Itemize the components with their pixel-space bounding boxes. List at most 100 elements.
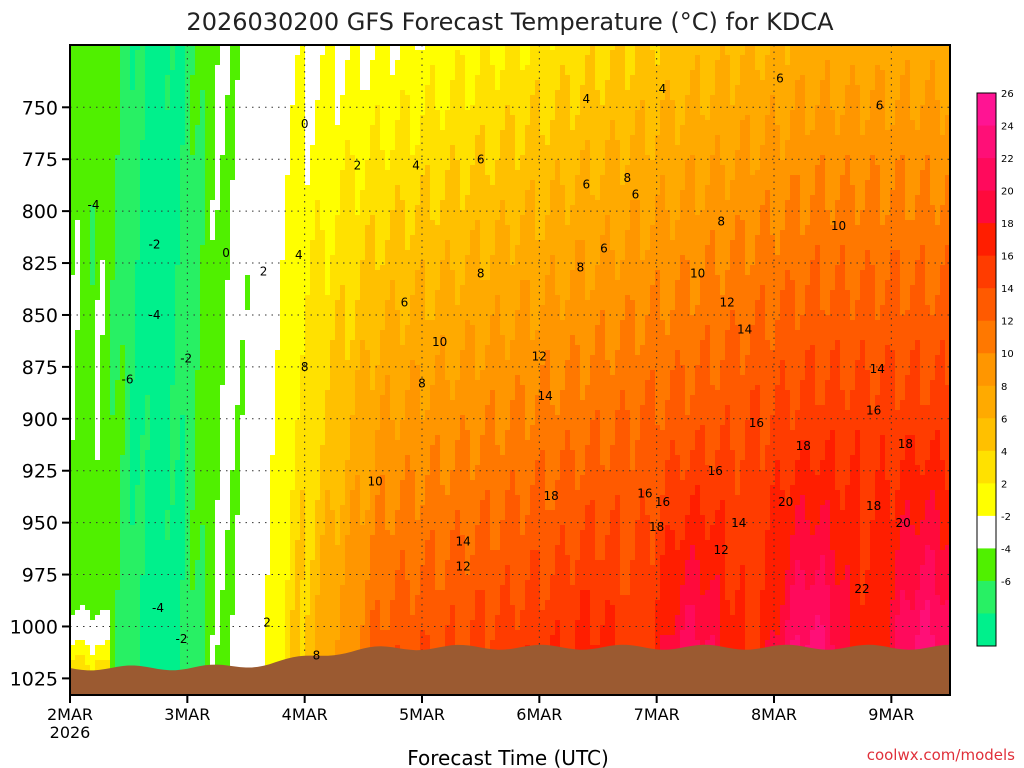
contour-label: 12 bbox=[532, 350, 547, 364]
colorbar-swatch bbox=[977, 93, 996, 127]
y-tick-label: 775 bbox=[22, 149, 58, 171]
colorbar-label: 20 bbox=[1001, 187, 1014, 198]
contour-label: 10 bbox=[690, 267, 705, 281]
contour-label: 18 bbox=[796, 439, 811, 453]
y-tick-label: 825 bbox=[22, 253, 58, 275]
y-tick-label: 875 bbox=[22, 357, 58, 379]
contour-label: 16 bbox=[655, 495, 670, 509]
contour-label: 20 bbox=[778, 495, 793, 509]
x-tick-label: 7MAR bbox=[634, 705, 680, 724]
x-tick-label: 2MAR bbox=[47, 705, 93, 724]
colorbar-label: 22 bbox=[1001, 154, 1014, 165]
contour-label: 8 bbox=[313, 649, 321, 663]
contour-label: 8 bbox=[623, 171, 631, 185]
contour-label: 8 bbox=[477, 267, 485, 281]
colorbar-swatch bbox=[977, 548, 996, 582]
x-axis-title: Forecast Time (UTC) bbox=[407, 746, 609, 768]
contour-label: 8 bbox=[717, 215, 725, 229]
y-tick-label: 800 bbox=[22, 201, 58, 223]
colorbar-swatch bbox=[977, 385, 996, 419]
x-tick-label: 9MAR bbox=[868, 705, 914, 724]
y-tick-label: 925 bbox=[22, 461, 58, 483]
contour-label: 14 bbox=[737, 323, 752, 337]
colorbar-swatch bbox=[977, 125, 996, 159]
x-tick-label: 8MAR bbox=[751, 705, 797, 724]
contour-label: 18 bbox=[898, 437, 913, 451]
contour-label: -2 bbox=[149, 238, 161, 252]
contour-label: 20 bbox=[895, 516, 910, 530]
contour-label: 16 bbox=[708, 464, 723, 478]
contour-label: -4 bbox=[149, 308, 161, 322]
contour-label: 10 bbox=[432, 335, 447, 349]
chart-title: 2026030200 GFS Forecast Temperature (°C)… bbox=[186, 8, 834, 36]
y-axis: 750 775 800 825 850 875 900 925 950 975 1000 1025 bbox=[10, 97, 70, 690]
contour-label: 0 bbox=[222, 246, 230, 260]
colorbar-swatch bbox=[977, 580, 996, 614]
temperature-bands bbox=[70, 45, 950, 695]
y-tick-label: 950 bbox=[22, 513, 58, 535]
x-tick-label: 4MAR bbox=[282, 705, 328, 724]
contour-label: -6 bbox=[122, 373, 134, 387]
contour-label: 10 bbox=[831, 219, 846, 233]
contour-label: 16 bbox=[637, 487, 652, 501]
colorbar-label: 6 bbox=[1001, 414, 1007, 425]
credit-link[interactable]: coolwx.com/models bbox=[867, 746, 1015, 764]
plot-frame bbox=[69, 44, 951, 696]
contour-label: 8 bbox=[577, 260, 585, 274]
contour-label: -2 bbox=[176, 632, 188, 646]
contour-label: 14 bbox=[731, 516, 746, 530]
y-tick-label: 975 bbox=[22, 565, 58, 587]
contour-label: 6 bbox=[632, 188, 640, 202]
colorbar-swatch bbox=[977, 223, 996, 257]
contour-label: 16 bbox=[866, 404, 881, 418]
contour-label: 4 bbox=[295, 248, 303, 262]
colorbar-swatch bbox=[977, 483, 996, 517]
x-tick-label: 3MAR bbox=[164, 705, 210, 724]
contour-label: 4 bbox=[582, 92, 590, 106]
colorbar-label: 2 bbox=[1001, 479, 1007, 490]
contour-label: -4 bbox=[152, 601, 164, 615]
contour-label: 6 bbox=[876, 98, 884, 112]
contour-label: -2 bbox=[180, 352, 192, 366]
contour-label: 18 bbox=[543, 489, 558, 503]
colorbar-swatch bbox=[977, 190, 996, 224]
colorbar-label: 14 bbox=[1001, 284, 1014, 295]
y-tick-label: 850 bbox=[22, 305, 58, 327]
contour-label: 16 bbox=[749, 416, 764, 430]
colorbar-label: 10 bbox=[1001, 349, 1014, 360]
contour-label: 14 bbox=[538, 389, 553, 403]
y-tick-label: 1025 bbox=[10, 668, 58, 690]
contour-label: 0 bbox=[301, 117, 309, 131]
contour-label: 4 bbox=[659, 82, 667, 96]
y-tick-label: 1000 bbox=[10, 616, 58, 638]
contour-label: 6 bbox=[477, 152, 485, 166]
contour-label: 18 bbox=[649, 520, 664, 534]
colorbar-label: 24 bbox=[1001, 122, 1014, 133]
contour-label: 12 bbox=[719, 296, 734, 310]
x-axis: 2MAR 3MAR 4MAR 5MAR 6MAR 7MAR 8MAR 9MAR bbox=[47, 695, 914, 724]
colorbar-frame bbox=[976, 92, 997, 647]
terrain-ground bbox=[70, 644, 950, 695]
colorbar-swatch bbox=[977, 158, 996, 192]
colorbar-label: -6 bbox=[1001, 577, 1011, 588]
x-tick-label: 5MAR bbox=[399, 705, 445, 724]
contour-label: -4 bbox=[88, 198, 100, 212]
colorbar-label: 16 bbox=[1001, 252, 1014, 263]
contour-label: 10 bbox=[367, 474, 382, 488]
contour-label: 6 bbox=[600, 242, 608, 256]
colorbar-swatch bbox=[977, 418, 996, 452]
contour-label: 8 bbox=[301, 360, 309, 374]
contour-label: 14 bbox=[455, 535, 470, 549]
colorbar-swatch bbox=[977, 515, 996, 549]
x-tick-label: 6MAR bbox=[516, 705, 562, 724]
contour-label: 6 bbox=[776, 71, 784, 85]
colorbar-swatch bbox=[977, 353, 996, 387]
colorbar-label: 4 bbox=[1001, 447, 1007, 458]
contour-label: 6 bbox=[582, 177, 590, 191]
gridlines bbox=[70, 45, 950, 695]
colorbar-swatch bbox=[977, 320, 996, 354]
colorbar-legend: 26 24 22 20 18 16 14 12 10 8 6 4 2 -2 -4 -6 bbox=[976, 89, 1014, 647]
